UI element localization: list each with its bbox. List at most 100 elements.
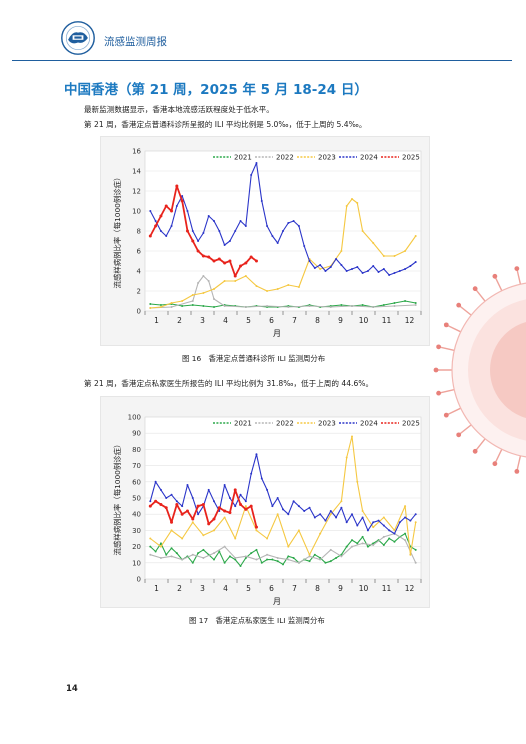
y-tick-label: 70 [132,462,141,470]
legend-label-2022: 2022 [276,154,294,162]
data-point-2024 [228,240,231,242]
data-point-2025 [159,502,163,506]
x-tick-label: 10 [359,584,369,593]
data-point-2023 [409,553,412,556]
data-point-2024 [398,521,401,524]
data-point-2024 [404,268,407,270]
legend-label-2023: 2023 [318,420,336,428]
data-point-2023 [244,275,247,277]
data-point-2023 [202,292,205,294]
data-point-2022 [276,556,279,559]
data-point-2025 [154,499,158,503]
data-point-2021 [159,304,162,306]
data-point-2024 [154,480,157,483]
virus-spike-head [436,344,442,350]
data-point-2024 [202,232,205,234]
data-point-2024 [361,272,364,274]
data-point-2024 [186,210,189,212]
data-point-2024 [329,509,332,512]
data-point-2024 [335,516,338,519]
data-point-2024 [388,274,391,276]
data-point-2024 [345,270,348,272]
data-point-2022 [191,300,194,302]
data-point-2025 [191,239,195,243]
legend-label-2022: 2022 [276,420,294,428]
virus-spike-head [472,448,478,454]
virus-spike [516,268,522,287]
page-number: 14 [66,684,78,694]
data-point-2024 [313,516,316,519]
data-point-2021 [165,553,168,556]
data-point-2021 [382,304,385,306]
data-point-2021 [255,548,258,551]
data-point-2024 [287,222,290,224]
data-point-2023 [308,553,311,556]
data-point-2025 [212,517,216,521]
data-point-2025 [170,520,174,524]
data-point-2024 [154,220,157,222]
data-point-2023 [404,505,407,508]
data-point-2021 [276,560,279,563]
data-point-2023 [255,529,258,532]
data-point-2024 [356,524,359,527]
data-point-2022 [234,556,237,559]
data-point-2021 [282,563,284,566]
data-point-2021 [308,560,311,563]
data-point-2021 [393,540,396,543]
y-tick-label: 80 [132,446,141,454]
data-point-2021 [271,558,274,561]
virus-spike [494,275,504,293]
data-point-2022 [244,555,247,558]
data-point-2025 [170,209,174,213]
data-point-2021 [175,552,178,555]
data-point-2023 [255,285,258,287]
data-point-2024 [393,272,396,274]
data-point-2025 [201,502,205,506]
y-tick-label: 50 [132,495,141,503]
data-point-2025 [244,261,248,265]
virus-spike-head [456,302,462,308]
clinic-ili-paragraph: 第 21 周，香港定点普通科诊所呈报的 ILI 平均比例是 5.0‰，低于上周的… [84,120,367,129]
data-point-2024 [366,270,369,272]
legend-label-2025: 2025 [402,154,420,162]
data-point-2021 [213,558,215,561]
virus-spike-head [443,322,449,328]
data-point-2025 [185,509,189,513]
data-point-2024 [207,215,210,217]
data-point-2023 [351,198,353,200]
data-point-2024 [292,500,295,503]
data-point-2024 [409,519,412,522]
intro-paragraph: 最新监测数据显示，香港本地流感活跃程度处于低水平。 [84,105,274,114]
series-line-2022 [150,533,417,564]
data-point-2023 [329,513,332,516]
data-point-2024 [377,519,380,522]
data-point-2024 [372,265,375,267]
data-point-2021 [366,545,369,548]
y-axis-label: 流感样病例比率（每1000例诊症） [113,441,122,556]
data-point-2024 [223,484,226,487]
data-point-2025 [228,511,232,515]
data-point-2023 [276,513,279,516]
data-point-2023 [356,480,359,483]
data-point-2022 [149,553,152,556]
data-point-2022 [223,305,226,307]
data-point-2024 [228,497,231,499]
data-point-2022 [207,280,210,282]
data-point-2023 [393,255,396,257]
virus-spike-head [436,390,442,396]
data-point-2024 [149,210,152,212]
data-point-2022 [170,555,173,558]
data-point-2021 [382,543,385,546]
data-point-2024 [181,195,184,197]
data-point-2022 [213,298,215,300]
x-tick-label: 11 [382,316,392,325]
data-point-2025 [159,214,163,218]
data-point-2023 [372,526,375,529]
data-point-2025 [239,264,243,268]
data-point-2022 [414,561,417,564]
data-point-2025 [175,184,179,188]
data-point-2024 [250,472,253,475]
data-point-2023 [287,284,290,286]
